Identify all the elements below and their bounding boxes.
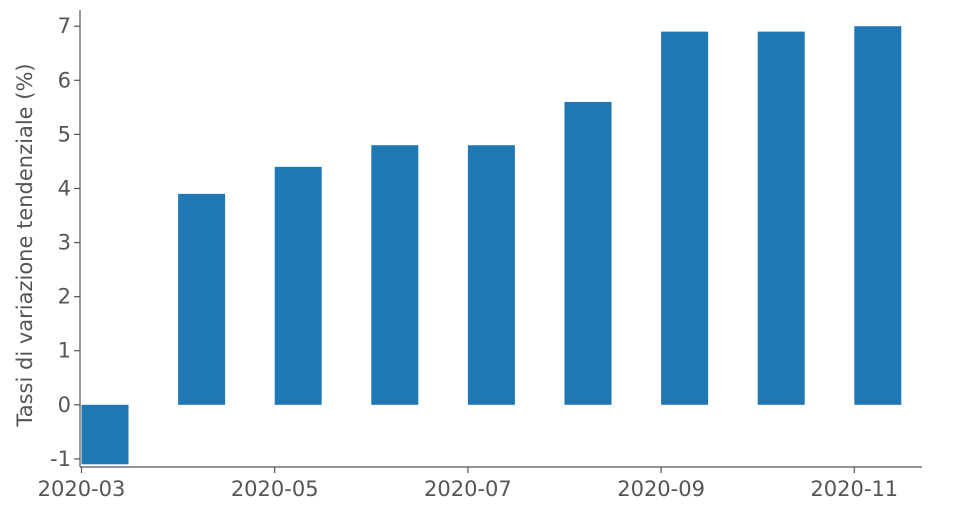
bar-2020-07	[467, 145, 515, 405]
y-tick-label: 1	[58, 339, 71, 363]
y-tick-label: 0	[58, 393, 71, 417]
bar-2020-04	[178, 193, 226, 405]
y-tick-label: 3	[58, 231, 71, 255]
y-tick-label: -1	[50, 447, 71, 471]
x-tick-label: 2020-07	[424, 477, 512, 501]
bar-2020-10	[757, 31, 805, 405]
y-axis: -1 0 1 2 3 4 5 6 7	[50, 10, 81, 471]
x-tick-label: 2020-11	[810, 477, 898, 501]
x-tick-label: 2020-05	[231, 477, 319, 501]
y-tick-label: 4	[58, 176, 71, 200]
bars-group	[81, 26, 902, 465]
y-axis-title: Tassi di variazione tendenziale (%)	[13, 63, 37, 427]
x-tick-label: 2020-03	[38, 477, 126, 501]
bar-2020-06	[371, 145, 419, 405]
y-tick-label: 7	[58, 14, 71, 38]
bar-2020-08	[564, 101, 612, 405]
x-tick-label: 2020-09	[617, 477, 705, 501]
y-tick-label: 6	[58, 68, 71, 92]
y-tick-label: 5	[58, 122, 71, 146]
bar-2020-11	[854, 26, 902, 405]
bar-2020-03	[81, 404, 129, 465]
bar-2020-09	[661, 31, 709, 405]
y-tick-label: 2	[58, 285, 71, 309]
bar-2020-05	[274, 166, 322, 405]
x-axis: 2020-03 2020-05 2020-07 2020-09 2020-11	[38, 466, 922, 501]
